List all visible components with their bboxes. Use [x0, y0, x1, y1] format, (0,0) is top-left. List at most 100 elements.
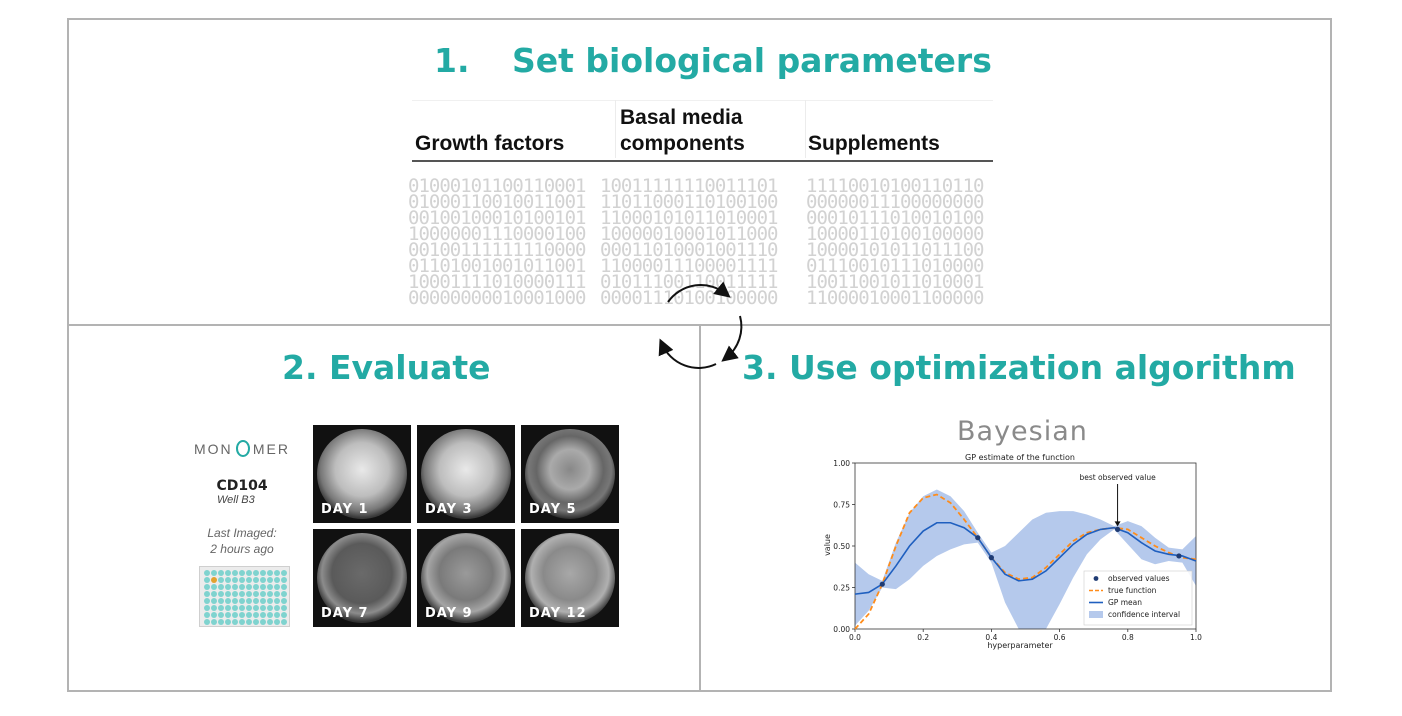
plate-well [211, 605, 217, 611]
plate-well [281, 605, 287, 611]
plate-well [274, 612, 280, 618]
plate-well [232, 598, 238, 604]
column-divider [615, 100, 616, 158]
plate-well [225, 584, 231, 590]
monomer-logo: MON MER [194, 440, 290, 457]
confidence-band [855, 489, 1196, 629]
plate-well [239, 584, 245, 590]
plate-well [267, 591, 273, 597]
plate-well [232, 605, 238, 611]
plate-well [246, 584, 252, 590]
plate-well [274, 598, 280, 604]
method-label: Bayesian [957, 416, 1088, 447]
plate-well [218, 619, 224, 625]
vertical-divider [699, 325, 701, 692]
plate-well [260, 591, 266, 597]
plate-well [274, 570, 280, 576]
plate-well [267, 584, 273, 590]
y-axis-label: value [823, 534, 832, 556]
well-label: Well B3 [217, 494, 255, 506]
plate-well [246, 619, 252, 625]
step2-heading: 2. Evaluate [282, 348, 491, 387]
x-tick-label: 0.2 [917, 633, 929, 642]
plate-well [211, 598, 217, 604]
plate-well [239, 612, 245, 618]
sample-id: CD104 [216, 478, 268, 494]
observed-point [1176, 553, 1182, 559]
plate-well [281, 619, 287, 625]
legend-entry: confidence interval [1108, 610, 1180, 619]
plate-well [260, 605, 266, 611]
chart-title: GP estimate of the function [965, 453, 1075, 462]
observed-point [1114, 526, 1121, 532]
plate-well [267, 605, 273, 611]
plate-well [239, 619, 245, 625]
table-header-rule [412, 160, 993, 162]
plate-well [274, 591, 280, 597]
binary-texture: 0100010110011000101000110010011001001001… [408, 178, 586, 306]
binary-texture: 1111001010011011000000011100000000000101… [806, 178, 984, 306]
plate-well [218, 598, 224, 604]
logo-ring-icon [235, 440, 250, 457]
x-tick-label: 0.0 [849, 633, 861, 642]
plate-well [232, 612, 238, 618]
y-tick-label: 1.00 [833, 459, 850, 468]
x-tick-label: 0.8 [1122, 633, 1134, 642]
plate-well [267, 598, 273, 604]
plate-well [281, 584, 287, 590]
plate-well [204, 584, 210, 590]
plate-well [225, 598, 231, 604]
plate-well [218, 605, 224, 611]
plate-well [225, 612, 231, 618]
last-imaged: Last Imaged: 2 hours ago [207, 526, 277, 556]
step1-title: Set biological parameters [512, 41, 992, 80]
true-function-line [854, 493, 1197, 630]
plate-well [211, 619, 217, 625]
plate-well [225, 577, 231, 583]
plate-well [211, 570, 217, 576]
plate-well [253, 577, 259, 583]
legend-entry: observed values [1108, 574, 1170, 583]
plate-well [211, 577, 217, 583]
column-divider [805, 100, 806, 158]
observed-point [975, 535, 981, 541]
plate-well [253, 619, 259, 625]
y-tick-label: 0.75 [833, 501, 850, 510]
plate-well [211, 584, 217, 590]
plate-well [204, 598, 210, 604]
plate-well [218, 577, 224, 583]
step3-heading: 3. Use optimization algorithm [742, 348, 1296, 387]
plate-well [204, 605, 210, 611]
gp-estimate-chart: GP estimate of the function 0.0 0.2 0.4 0.6… [823, 453, 1202, 650]
plate-well [239, 591, 245, 597]
x-tick-label: 1.0 [1190, 633, 1202, 642]
plate-well [218, 584, 224, 590]
plate-well [260, 619, 266, 625]
y-tick-label: 0.50 [833, 542, 850, 551]
plate-well [267, 577, 273, 583]
x-axis-label: hyperparameter [987, 641, 1053, 650]
plate-well [232, 584, 238, 590]
plate-well [239, 577, 245, 583]
plate-well [204, 570, 210, 576]
plate-well [218, 591, 224, 597]
plate-well [267, 619, 273, 625]
plate-well [274, 577, 280, 583]
x-tick-label: 0.6 [1054, 633, 1066, 642]
plate-well [239, 598, 245, 604]
plate-well [253, 570, 259, 576]
plate-well [225, 591, 231, 597]
step1-heading: 1. Set biological parameters [434, 41, 992, 80]
legend-entry: true function [1108, 586, 1157, 595]
plate-well [253, 612, 259, 618]
plate-well [253, 598, 259, 604]
plate-well [253, 605, 259, 611]
plate-well [260, 584, 266, 590]
column-header-growth-factors: Growth factors [415, 132, 565, 155]
plate-well [260, 612, 266, 618]
plate-well [260, 577, 266, 583]
plate-well [260, 570, 266, 576]
y-tick-label: 0.00 [833, 625, 850, 634]
plate-well [225, 605, 231, 611]
binary-texture: 1001111111001110111011000110100100110001… [600, 178, 778, 306]
